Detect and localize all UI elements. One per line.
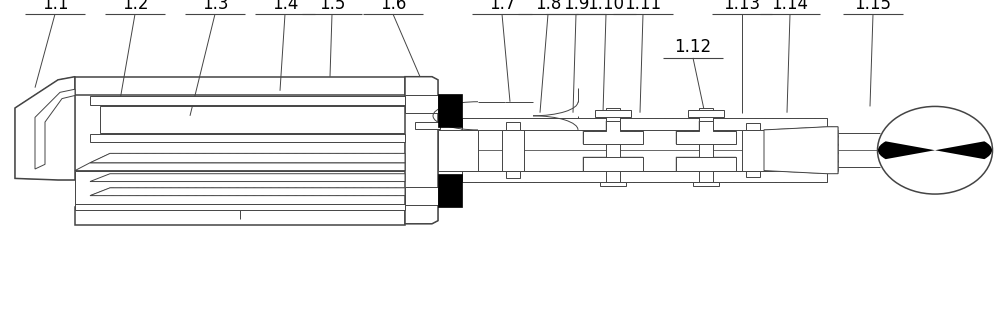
- Bar: [100, 106, 405, 133]
- Text: 1.8: 1.8: [535, 0, 561, 13]
- Bar: [693, 182, 719, 186]
- Bar: [764, 130, 838, 171]
- Bar: [405, 95, 438, 113]
- Bar: [75, 204, 405, 210]
- Bar: [742, 130, 764, 171]
- Text: 1.9: 1.9: [563, 0, 589, 13]
- Bar: [90, 134, 405, 142]
- Bar: [90, 105, 405, 134]
- Polygon shape: [90, 153, 405, 163]
- Bar: [438, 130, 478, 171]
- Text: 1.15: 1.15: [854, 0, 892, 13]
- Bar: [746, 171, 760, 177]
- Bar: [75, 80, 405, 92]
- Bar: [462, 130, 502, 171]
- Polygon shape: [583, 156, 643, 171]
- Text: 1.4: 1.4: [272, 0, 298, 13]
- Bar: [462, 130, 827, 171]
- Bar: [462, 118, 827, 130]
- Polygon shape: [75, 163, 405, 171]
- Polygon shape: [438, 94, 462, 127]
- Text: 1.1: 1.1: [42, 0, 68, 13]
- Bar: [415, 122, 440, 129]
- Polygon shape: [764, 127, 838, 174]
- Bar: [746, 123, 760, 130]
- Polygon shape: [90, 188, 405, 196]
- Bar: [600, 182, 626, 186]
- Polygon shape: [75, 171, 405, 205]
- Polygon shape: [15, 77, 75, 180]
- Polygon shape: [405, 77, 438, 224]
- Polygon shape: [583, 121, 643, 144]
- Bar: [736, 130, 742, 171]
- Text: 1.5: 1.5: [319, 0, 345, 13]
- Bar: [75, 77, 405, 95]
- Bar: [462, 118, 827, 130]
- Bar: [75, 210, 405, 222]
- Bar: [462, 171, 827, 182]
- Text: 1.6: 1.6: [380, 0, 406, 13]
- Bar: [405, 187, 438, 205]
- Polygon shape: [35, 89, 75, 169]
- Ellipse shape: [878, 106, 992, 194]
- Bar: [462, 171, 827, 182]
- Text: 1.14: 1.14: [772, 0, 808, 13]
- Bar: [90, 96, 405, 105]
- Bar: [506, 171, 520, 178]
- Bar: [606, 130, 706, 171]
- Bar: [606, 108, 620, 182]
- Bar: [502, 130, 524, 171]
- Bar: [699, 108, 713, 182]
- Bar: [643, 130, 676, 171]
- Bar: [462, 130, 827, 171]
- Polygon shape: [676, 156, 736, 171]
- Wedge shape: [935, 141, 992, 159]
- Bar: [688, 110, 724, 117]
- Text: 1.13: 1.13: [723, 0, 761, 13]
- Bar: [100, 106, 405, 133]
- Bar: [506, 122, 520, 130]
- Bar: [75, 207, 405, 225]
- Polygon shape: [90, 174, 405, 182]
- Text: 1.12: 1.12: [674, 38, 712, 56]
- Wedge shape: [878, 141, 935, 159]
- Text: 1.10: 1.10: [588, 0, 624, 13]
- Text: 1.2: 1.2: [122, 0, 148, 13]
- Text: 1.7: 1.7: [489, 0, 515, 13]
- Polygon shape: [438, 174, 462, 207]
- Text: 1.3: 1.3: [202, 0, 228, 13]
- Text: 1.11: 1.11: [624, 0, 662, 13]
- Polygon shape: [676, 121, 736, 144]
- Bar: [595, 110, 631, 117]
- Bar: [524, 130, 606, 171]
